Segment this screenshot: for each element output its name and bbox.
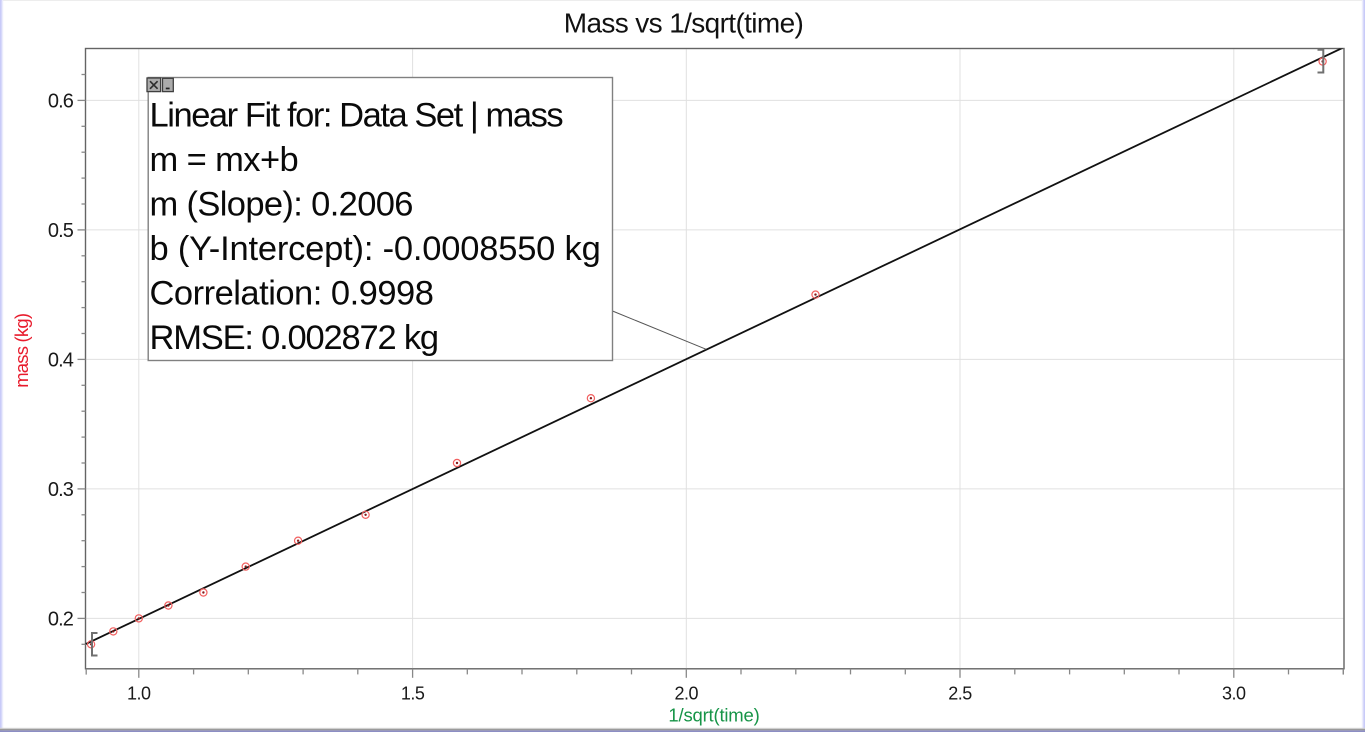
svg-text:1.0: 1.0	[127, 684, 151, 704]
svg-text:Linear Fit for: Data Set | mas: Linear Fit for: Data Set | mass	[150, 97, 563, 135]
svg-text:0.5: 0.5	[48, 220, 74, 242]
svg-text:2.5: 2.5	[948, 684, 972, 704]
svg-text:0.2: 0.2	[48, 608, 74, 630]
svg-text:3.0: 3.0	[1222, 684, 1246, 704]
svg-text:2.0: 2.0	[675, 684, 699, 704]
svg-text:1/sqrt(time): 1/sqrt(time)	[668, 704, 759, 725]
svg-text:m (Slope): 0.2006: m (Slope): 0.2006	[150, 186, 413, 224]
svg-text:1.5: 1.5	[401, 684, 425, 704]
svg-text:mass (kg): mass (kg)	[11, 313, 32, 388]
svg-text:0.6: 0.6	[48, 90, 74, 112]
svg-text:Mass vs 1/sqrt(time): Mass vs 1/sqrt(time)	[564, 8, 803, 39]
svg-text:RMSE: 0.002872 kg: RMSE: 0.002872 kg	[150, 319, 438, 357]
svg-text:0.3: 0.3	[48, 479, 74, 501]
svg-text:b (Y-Intercept): -0.0008550 kg: b (Y-Intercept): -0.0008550 kg	[150, 230, 601, 268]
svg-text:m = mx+b: m = mx+b	[150, 141, 299, 179]
svg-text:Correlation: 0.9998: Correlation: 0.9998	[150, 275, 434, 313]
svg-text:0.4: 0.4	[48, 349, 74, 371]
